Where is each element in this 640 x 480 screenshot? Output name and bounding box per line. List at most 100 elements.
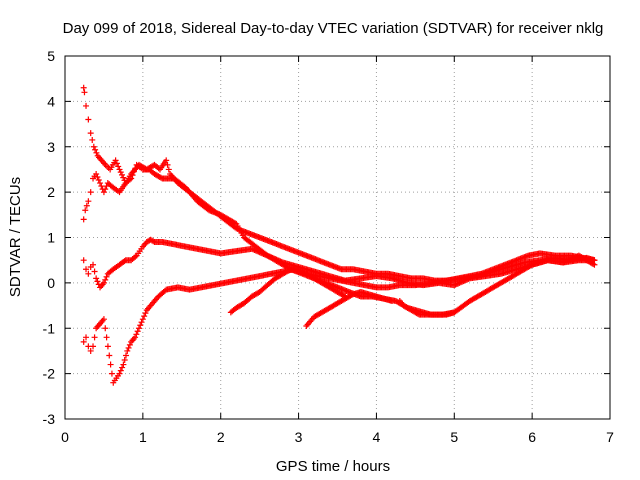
data-point: [121, 258, 128, 265]
data-point: [90, 261, 97, 268]
series-track-d: [80, 254, 598, 386]
x-tick-label: 3: [295, 429, 303, 445]
data-point: [134, 328, 141, 335]
data-point: [104, 343, 111, 350]
data-point: [164, 161, 171, 168]
data-point: [102, 186, 109, 193]
data-point: [89, 136, 96, 143]
data-point: [87, 189, 94, 196]
data-point: [87, 130, 94, 137]
x-tick-label: 5: [450, 429, 458, 445]
data-point: [128, 175, 135, 182]
data-point: [94, 278, 101, 285]
data-point: [95, 177, 102, 184]
data-point: [80, 257, 87, 264]
data-point: [137, 322, 144, 329]
data-point: [119, 364, 126, 371]
data-point: [133, 331, 140, 338]
data-point: [94, 174, 101, 180]
data-point: [121, 357, 128, 364]
data-point: [142, 310, 149, 317]
data-point: [112, 157, 119, 164]
data-point: [85, 270, 92, 277]
data-point: [165, 166, 172, 173]
data-point: [591, 257, 598, 264]
data-point: [106, 352, 113, 359]
data-point: [126, 176, 133, 183]
data-point: [100, 189, 107, 196]
data-point: [92, 146, 99, 153]
data-point: [93, 275, 100, 282]
data-point: [135, 325, 142, 332]
data-point: [451, 309, 458, 316]
data-point: [83, 266, 90, 273]
data-point: [122, 352, 129, 359]
grid-lines: [65, 56, 610, 419]
data-point: [83, 102, 90, 109]
data-point: [83, 334, 90, 341]
data-point: [155, 165, 162, 172]
y-tick-label: -3: [43, 411, 56, 427]
series-track-a: [80, 84, 598, 284]
y-tick-label: 0: [47, 275, 55, 291]
tick-labels: 0 1 2 3 4 5 6 7 -3 -2 -1 0 1 2 3 4 5: [43, 48, 615, 445]
data-point: [81, 89, 88, 96]
data-point: [97, 180, 104, 187]
data-point: [107, 361, 114, 368]
x-tick-label: 0: [61, 429, 69, 445]
chart-title: Day 099 of 2018, Sidereal Day-to-day VTE…: [63, 20, 604, 37]
data-point: [102, 325, 109, 332]
y-tick-label: 2: [47, 184, 55, 200]
x-tick-label: 6: [528, 429, 536, 445]
x-tick-label: 2: [217, 429, 225, 445]
data-point: [117, 367, 124, 374]
series-track-f: [303, 288, 395, 329]
series-track-g: [396, 298, 458, 318]
data-point: [100, 316, 107, 323]
data-point: [93, 149, 100, 156]
data-point: [85, 116, 92, 123]
y-axis-title: SDTVAR / TECUs: [7, 177, 24, 297]
x-tick-label: 4: [373, 429, 381, 445]
data-point: [116, 166, 123, 173]
data-point: [389, 298, 395, 305]
data-point: [126, 341, 133, 348]
y-tick-label: 5: [47, 48, 55, 64]
y-tick-label: 4: [47, 93, 55, 109]
x-axis-title: GPS time / hours: [276, 458, 390, 475]
data-point: [108, 370, 115, 377]
data-point: [118, 171, 125, 178]
data-point: [103, 334, 110, 341]
x-tick-label: 7: [606, 429, 614, 445]
data-point: [139, 316, 146, 323]
data-point: [116, 370, 123, 377]
data-point: [103, 273, 110, 280]
data-point: [117, 169, 124, 176]
data-point: [113, 160, 120, 167]
data-point: [163, 157, 170, 164]
data-point: [98, 183, 105, 190]
data-point: [83, 202, 90, 209]
x-tick-label: 1: [139, 429, 147, 445]
data-point: [87, 347, 94, 354]
data-point: [141, 313, 148, 320]
data-point: [100, 279, 107, 286]
data-point: [102, 276, 109, 283]
y-tick-label: 3: [47, 139, 55, 155]
data-point: [115, 163, 122, 170]
data-point: [120, 174, 127, 181]
data-point: [93, 170, 100, 177]
data-point: [85, 198, 92, 205]
y-tick-label: -1: [43, 320, 56, 336]
data-point: [132, 253, 139, 260]
data-point: [120, 361, 127, 368]
data-points: [80, 84, 598, 386]
data-point: [125, 344, 132, 351]
data-point: [80, 216, 87, 223]
plot-frame: [64, 55, 611, 420]
data-point: [90, 343, 97, 350]
data-point: [138, 319, 145, 326]
data-point: [91, 268, 98, 275]
data-point: [132, 334, 139, 341]
